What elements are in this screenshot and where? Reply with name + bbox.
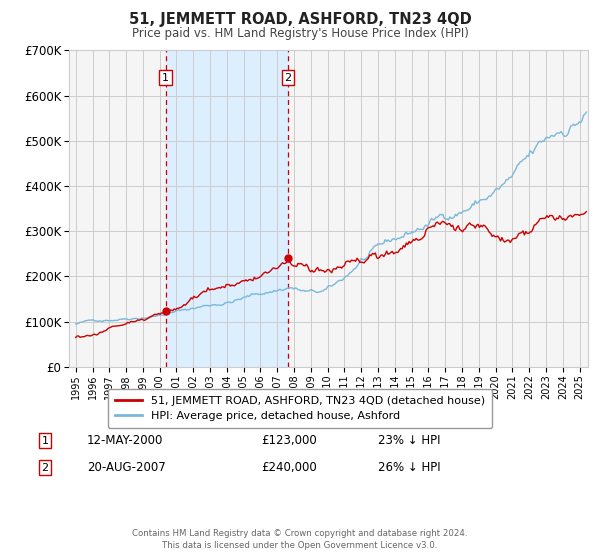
Text: 2: 2 [41,463,49,473]
Text: £123,000: £123,000 [261,434,317,447]
Text: £240,000: £240,000 [261,461,317,474]
Text: This data is licensed under the Open Government Licence v3.0.: This data is licensed under the Open Gov… [163,541,437,550]
Text: Price paid vs. HM Land Registry's House Price Index (HPI): Price paid vs. HM Land Registry's House … [131,27,469,40]
Text: 1: 1 [162,73,169,82]
Text: Contains HM Land Registry data © Crown copyright and database right 2024.: Contains HM Land Registry data © Crown c… [132,529,468,538]
Text: 20-AUG-2007: 20-AUG-2007 [87,461,166,474]
Text: 12-MAY-2000: 12-MAY-2000 [87,434,163,447]
Text: 26% ↓ HPI: 26% ↓ HPI [378,461,440,474]
Text: 51, JEMMETT ROAD, ASHFORD, TN23 4QD: 51, JEMMETT ROAD, ASHFORD, TN23 4QD [128,12,472,27]
Text: 23% ↓ HPI: 23% ↓ HPI [378,434,440,447]
Text: 2: 2 [284,73,292,82]
Text: 1: 1 [41,436,49,446]
Bar [166,50,288,367]
Legend: 51, JEMMETT ROAD, ASHFORD, TN23 4QD (detached house), HPI: Average price, detach: 51, JEMMETT ROAD, ASHFORD, TN23 4QD (det… [108,389,492,428]
